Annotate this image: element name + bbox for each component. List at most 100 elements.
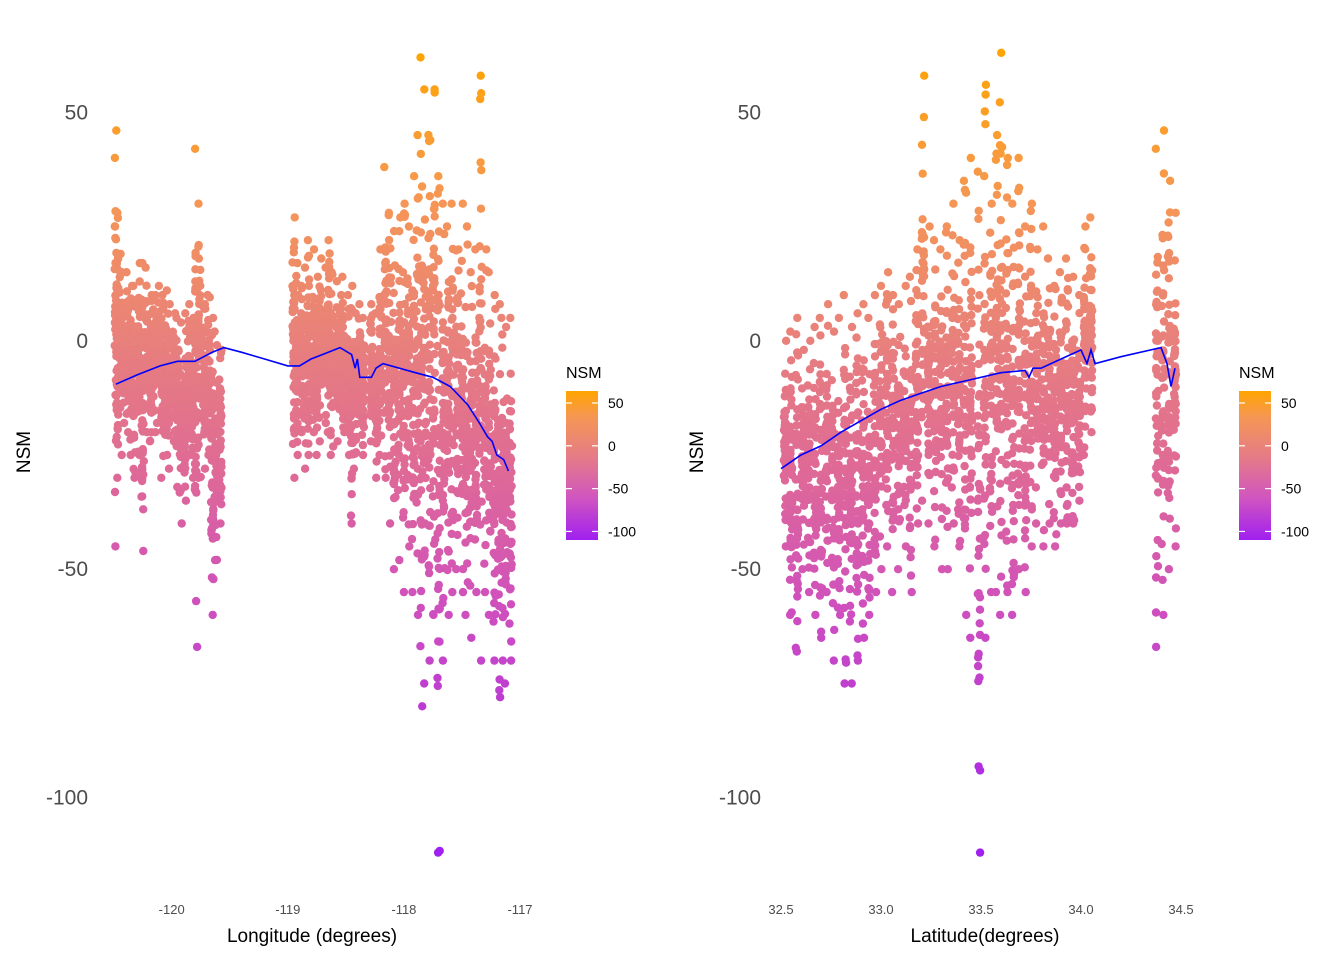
data-point [139, 505, 147, 513]
data-point [976, 619, 984, 627]
data-point [416, 53, 424, 61]
data-point [430, 540, 438, 548]
data-point [974, 662, 982, 670]
data-point [506, 314, 514, 322]
data-point [786, 507, 794, 515]
data-point [112, 126, 120, 134]
data-point [1028, 200, 1036, 208]
data-point [463, 559, 471, 567]
data-point [966, 483, 974, 491]
data-point [327, 451, 335, 459]
data-point [471, 459, 479, 467]
data-point [853, 309, 861, 317]
data-point [974, 590, 982, 598]
data-point [1021, 526, 1029, 534]
data-point [316, 401, 324, 409]
data-point [478, 498, 486, 506]
data-point [485, 423, 493, 431]
data-point [981, 433, 989, 441]
data-point [982, 565, 990, 573]
data-point [134, 322, 142, 330]
data-point [878, 441, 886, 449]
data-point [425, 656, 433, 664]
data-point [912, 448, 920, 456]
data-point [793, 592, 801, 600]
data-point [810, 458, 818, 466]
data-point [417, 150, 425, 158]
data-point [312, 451, 320, 459]
data-point [900, 387, 908, 395]
data-point [1014, 407, 1022, 415]
data-point [196, 291, 204, 299]
data-point [430, 350, 438, 358]
data-point [139, 447, 147, 455]
data-point [204, 381, 212, 389]
data-point [988, 250, 996, 258]
data-point [943, 442, 951, 450]
data-point [139, 547, 147, 555]
data-point [178, 519, 186, 527]
data-point [1026, 268, 1034, 276]
data-point [918, 497, 926, 505]
data-point [1002, 320, 1010, 328]
data-point [390, 289, 398, 297]
data-point [960, 506, 968, 514]
data-point [986, 484, 994, 492]
data-point [974, 653, 982, 661]
data-point [380, 163, 388, 171]
data-point [418, 702, 426, 710]
data-point [191, 145, 199, 153]
data-point [853, 587, 861, 595]
data-point [325, 258, 333, 266]
data-point [1028, 502, 1036, 510]
data-point [419, 279, 427, 287]
data-point [930, 236, 938, 244]
data-point [395, 227, 403, 235]
data-point [1039, 222, 1047, 230]
y-tick-label: -100 [46, 787, 88, 810]
data-point [1002, 304, 1010, 312]
legend-tick-label: -50 [608, 481, 628, 497]
data-point [967, 154, 975, 162]
data-point [848, 679, 856, 687]
data-point [982, 81, 990, 89]
data-point [448, 588, 456, 596]
data-point [476, 299, 484, 307]
data-point [327, 427, 335, 435]
data-point [1040, 526, 1048, 534]
data-point [410, 172, 418, 180]
data-point [477, 355, 485, 363]
data-point [913, 439, 921, 447]
data-point [914, 425, 922, 433]
data-point [477, 166, 485, 174]
data-point [846, 617, 854, 625]
data-point [1021, 493, 1029, 501]
data-point [949, 463, 957, 471]
data-point [1039, 542, 1047, 550]
data-point [1014, 279, 1022, 287]
data-point [304, 440, 312, 448]
data-point [358, 431, 366, 439]
data-point [830, 656, 838, 664]
data-point [1015, 241, 1023, 249]
data-point [431, 88, 439, 96]
data-point [425, 378, 433, 386]
data-point [497, 314, 505, 322]
data-point [315, 297, 323, 305]
data-point [113, 424, 121, 432]
data-point [997, 49, 1005, 57]
data-point [810, 565, 818, 573]
data-point [1028, 542, 1036, 550]
data-point [816, 360, 824, 368]
data-point [293, 259, 301, 267]
data-point [458, 257, 466, 265]
data-point [480, 560, 488, 568]
data-point [858, 368, 866, 376]
data-point [966, 495, 974, 503]
data-point [216, 401, 224, 409]
data-point [506, 585, 514, 593]
data-point [858, 376, 866, 384]
data-point [782, 337, 790, 345]
data-point [440, 479, 448, 487]
data-point [907, 297, 915, 305]
